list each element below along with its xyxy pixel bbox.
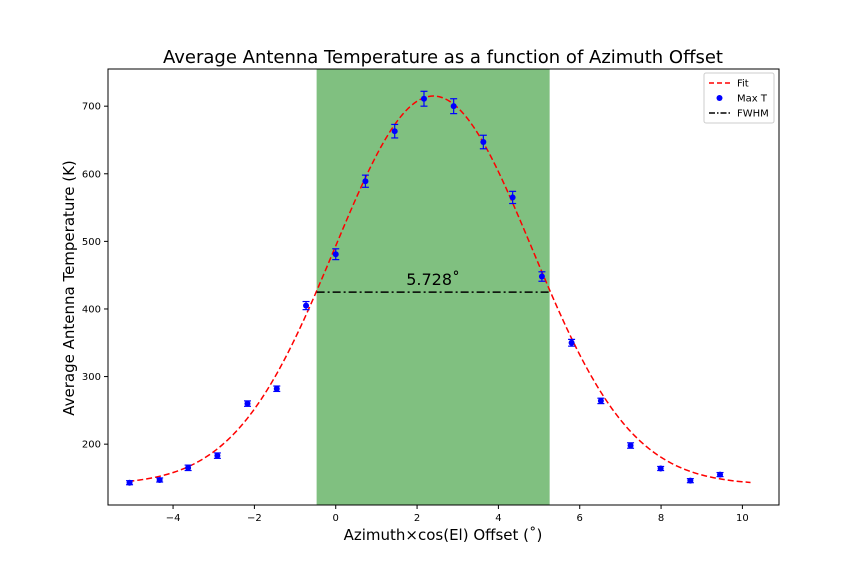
data-point xyxy=(716,471,724,478)
data-point-marker xyxy=(303,302,310,309)
data-point xyxy=(156,476,164,483)
legend-box xyxy=(703,72,775,124)
data-point-marker xyxy=(273,385,280,392)
data-point-marker xyxy=(480,139,487,146)
x-tick-label: −2 xyxy=(247,513,262,524)
fit-curve-group xyxy=(128,95,751,484)
data-point xyxy=(509,190,517,205)
data-point-marker xyxy=(362,178,369,185)
data-point xyxy=(568,338,576,347)
data-point xyxy=(538,271,546,282)
x-tick-label: −4 xyxy=(166,513,181,524)
x-tick-label: 0 xyxy=(333,513,339,524)
x-axis-ticks: −4 −2 0 2 4 6 8 10 xyxy=(166,505,749,524)
data-point xyxy=(627,442,635,449)
data-point xyxy=(420,90,428,107)
x-tick-label: 4 xyxy=(495,513,501,524)
data-point xyxy=(479,134,487,150)
x-axis-label: Azimuth×cos(El) Offset (˚) xyxy=(344,526,543,544)
data-point xyxy=(391,123,399,139)
x-tick-label: 10 xyxy=(736,513,749,524)
x-tick-label: 8 xyxy=(658,513,664,524)
data-point-marker xyxy=(450,103,457,110)
y-tick-label: 600 xyxy=(82,169,101,180)
y-tick-label: 500 xyxy=(82,237,101,248)
y-axis-ticks: 200 300 400 500 600 700 xyxy=(82,102,108,451)
data-point-marker xyxy=(717,471,724,478)
x-tick-label: 6 xyxy=(577,513,583,524)
data-point xyxy=(273,385,281,393)
data-point-marker xyxy=(185,464,192,471)
data-points-group xyxy=(126,90,724,486)
chart-title: Average Antenna Temperature as a functio… xyxy=(163,47,723,68)
data-point-marker xyxy=(391,128,398,135)
data-point-marker xyxy=(687,477,694,484)
data-point xyxy=(213,452,221,459)
data-point xyxy=(332,248,340,261)
data-point xyxy=(657,465,665,472)
data-point xyxy=(450,98,458,115)
legend-maxt-label: Max T xyxy=(737,94,768,105)
legend-maxt-swatch xyxy=(716,95,723,101)
y-tick-label: 200 xyxy=(82,440,101,451)
data-point xyxy=(243,400,251,407)
plot-frame xyxy=(107,68,780,506)
y-tick-label: 300 xyxy=(82,372,101,383)
data-point-marker xyxy=(332,251,339,258)
y-tick-label: 700 xyxy=(82,102,101,113)
data-point-marker xyxy=(597,397,604,404)
data-point-marker xyxy=(509,194,516,201)
x-tick-label: 2 xyxy=(414,513,420,524)
data-point xyxy=(184,464,192,472)
data-point-marker xyxy=(538,273,545,280)
data-point xyxy=(361,174,369,188)
legend-fit-label: Fit xyxy=(737,79,749,90)
data-point-marker xyxy=(244,400,251,407)
fwhm-shaded-band xyxy=(316,69,550,505)
data-point xyxy=(302,300,310,311)
y-tick-label: 400 xyxy=(82,304,101,315)
fwhm-label: 5.728˚ xyxy=(406,270,460,289)
y-axis-label: Average Antenna Temperature (K) xyxy=(60,160,78,416)
data-point xyxy=(686,477,694,484)
data-point-marker xyxy=(568,339,575,346)
data-point-marker xyxy=(627,442,634,449)
legend: Fit Max T FWHM xyxy=(703,72,775,124)
data-point xyxy=(597,397,605,405)
data-point xyxy=(126,479,134,486)
legend-fwhm-label: FWHM xyxy=(737,109,769,120)
data-point-marker xyxy=(657,465,664,472)
data-point-marker xyxy=(126,479,133,486)
data-point-marker xyxy=(156,476,163,483)
fit-curve xyxy=(128,95,751,484)
data-point-marker xyxy=(214,452,221,459)
data-point-marker xyxy=(420,95,427,102)
